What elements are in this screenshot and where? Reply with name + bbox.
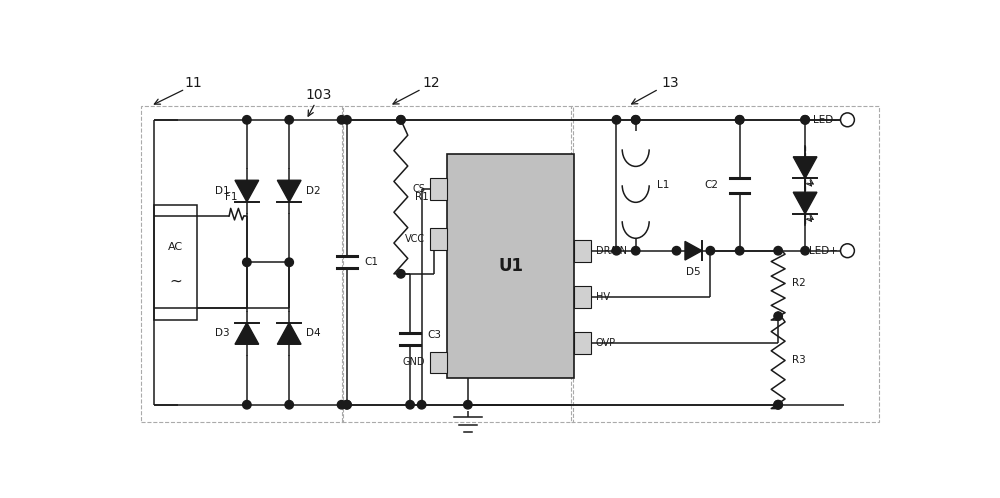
Circle shape — [631, 247, 640, 255]
Circle shape — [774, 400, 782, 409]
Text: R1: R1 — [415, 192, 428, 202]
Text: HV: HV — [596, 292, 610, 302]
Circle shape — [243, 258, 251, 266]
Circle shape — [774, 312, 782, 320]
Circle shape — [841, 113, 854, 127]
Bar — [430, 178, 447, 200]
Circle shape — [841, 244, 854, 257]
Circle shape — [774, 247, 782, 255]
Circle shape — [672, 247, 681, 255]
Circle shape — [417, 400, 426, 409]
Text: 13: 13 — [662, 76, 679, 90]
Circle shape — [343, 400, 351, 409]
Circle shape — [285, 116, 293, 124]
Text: AC: AC — [168, 242, 183, 252]
Text: GND: GND — [403, 358, 425, 368]
Circle shape — [337, 400, 346, 409]
Text: C1: C1 — [364, 257, 378, 267]
Circle shape — [397, 269, 405, 278]
Text: 103: 103 — [305, 88, 332, 102]
Text: LED+: LED+ — [809, 246, 837, 255]
Text: D2: D2 — [306, 186, 321, 196]
Polygon shape — [793, 192, 817, 214]
Circle shape — [774, 400, 782, 409]
Circle shape — [735, 247, 744, 255]
Bar — [447, 154, 574, 378]
Circle shape — [464, 400, 472, 409]
Circle shape — [706, 247, 715, 255]
Bar — [430, 352, 447, 373]
Text: R3: R3 — [792, 356, 806, 366]
Text: CS: CS — [413, 184, 425, 194]
Polygon shape — [685, 242, 702, 260]
Circle shape — [801, 116, 809, 124]
Text: D5: D5 — [686, 267, 701, 277]
Circle shape — [735, 116, 744, 124]
Circle shape — [397, 116, 405, 124]
Text: F1: F1 — [225, 192, 238, 202]
Circle shape — [243, 400, 251, 409]
Text: D4: D4 — [306, 329, 321, 339]
Circle shape — [406, 400, 414, 409]
Bar — [430, 229, 447, 250]
Circle shape — [612, 116, 621, 124]
Text: D1: D1 — [215, 186, 230, 196]
Bar — [342, 106, 573, 422]
Circle shape — [801, 116, 809, 124]
Circle shape — [243, 116, 251, 124]
Text: C2: C2 — [704, 180, 718, 190]
Text: ~: ~ — [169, 274, 182, 289]
Circle shape — [397, 116, 405, 124]
Circle shape — [801, 247, 809, 255]
Polygon shape — [235, 180, 259, 202]
Text: R2: R2 — [792, 278, 806, 288]
Circle shape — [337, 116, 346, 124]
Bar — [571, 106, 879, 422]
Polygon shape — [277, 180, 301, 202]
Text: DRAIN: DRAIN — [596, 246, 627, 255]
Bar — [141, 106, 343, 422]
Polygon shape — [793, 157, 817, 178]
Circle shape — [612, 247, 621, 255]
Circle shape — [343, 400, 351, 409]
Bar — [574, 286, 591, 308]
Circle shape — [343, 116, 351, 124]
Text: 12: 12 — [423, 76, 440, 90]
Polygon shape — [235, 323, 259, 344]
Text: C3: C3 — [427, 330, 441, 341]
Bar — [574, 332, 591, 354]
Circle shape — [735, 116, 744, 124]
Text: 11: 11 — [184, 76, 202, 90]
Bar — [574, 240, 591, 261]
Circle shape — [631, 116, 640, 124]
Text: LED-: LED- — [813, 115, 837, 125]
Circle shape — [285, 400, 293, 409]
Text: L1: L1 — [657, 180, 670, 190]
Circle shape — [285, 258, 293, 266]
Text: D3: D3 — [215, 329, 230, 339]
Text: OVP: OVP — [596, 338, 616, 348]
Polygon shape — [277, 323, 301, 344]
Circle shape — [631, 116, 640, 124]
Bar — [154, 205, 197, 320]
Text: VCC: VCC — [405, 234, 425, 244]
Text: U1: U1 — [498, 257, 523, 275]
